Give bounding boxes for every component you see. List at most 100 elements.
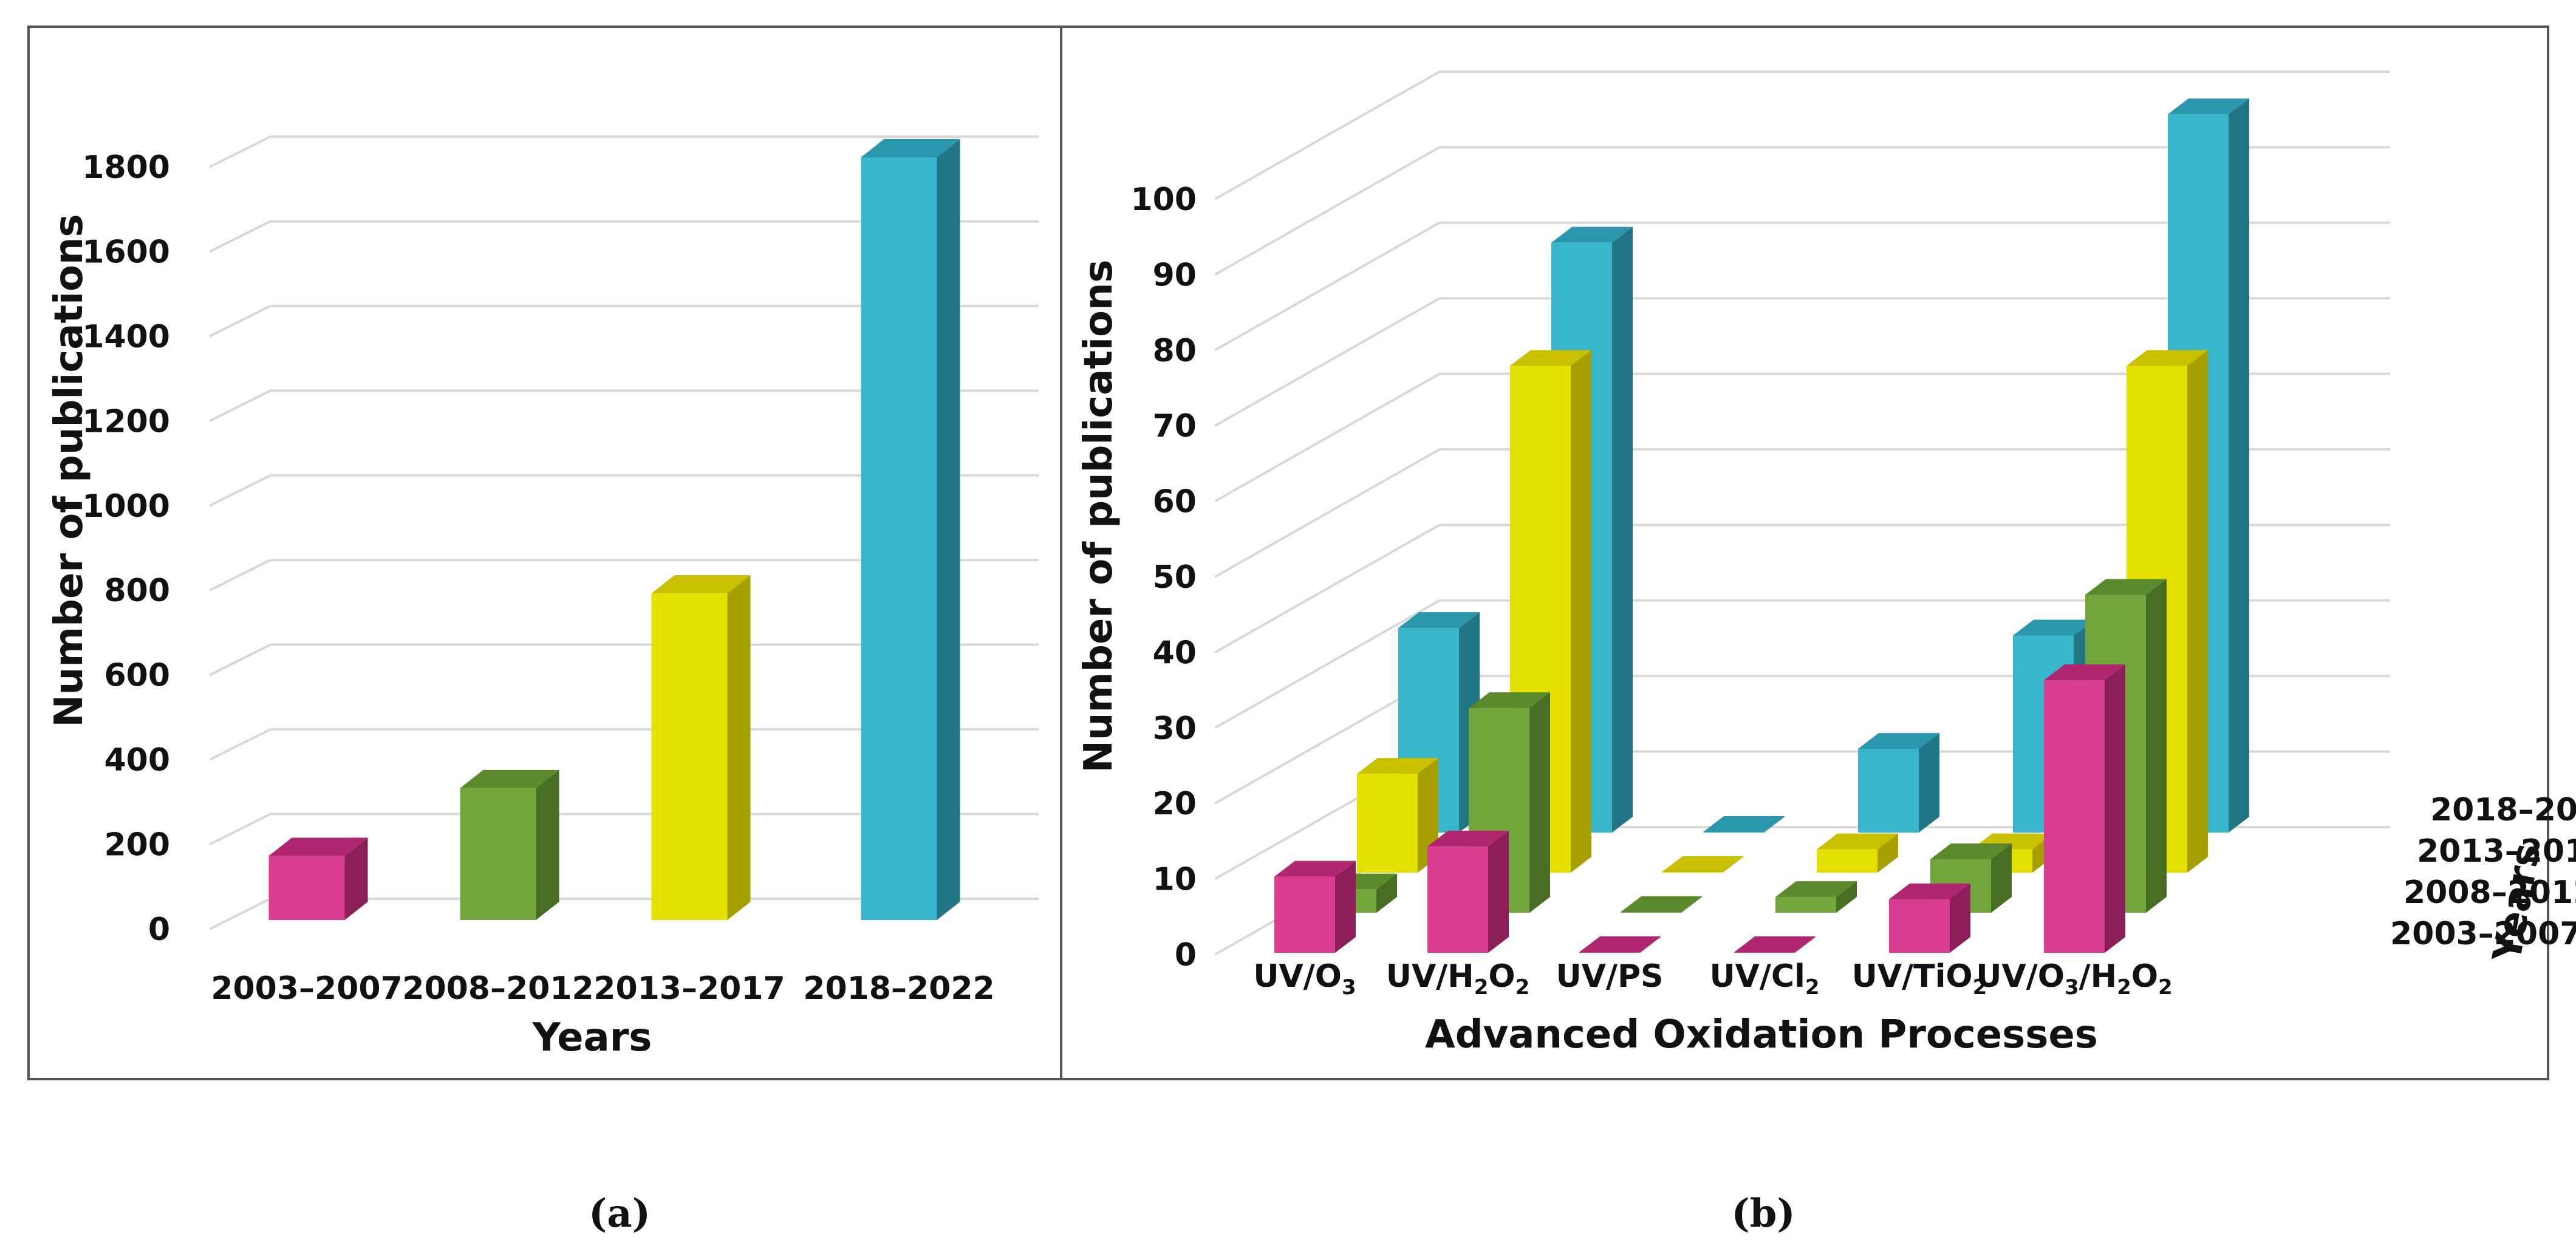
bar-2003-2007-2-side <box>1640 936 1661 953</box>
y-tick-label: 80 <box>1153 333 1197 369</box>
y-tick-label: 1600 <box>82 234 170 270</box>
grid-diag <box>209 305 271 338</box>
x-tick-label: UV/PS <box>1556 958 1663 995</box>
y-tick-label: 70 <box>1153 408 1197 445</box>
bar-2008-2012-1-top <box>1469 692 1550 709</box>
grid-diag <box>1214 222 1440 352</box>
grid-diag <box>1214 146 1440 276</box>
bar-2008-2012-4-top <box>1930 843 2012 859</box>
y-tick-label: 10 <box>1153 862 1197 898</box>
x-tick-label: UV/H2O2 <box>1386 958 1530 1000</box>
bar-2008-2012-1-side <box>1529 692 1550 913</box>
y-tick-label: 40 <box>1153 635 1197 671</box>
grid-diag <box>209 135 271 168</box>
bar-2003-2007-4-top <box>1889 883 1970 899</box>
bar-2018-2022-3-side <box>1919 733 1939 833</box>
grid-diag <box>1214 372 1440 503</box>
bar-2018-2022-2-side <box>1764 816 1785 833</box>
y-axis-label: Number of publications <box>1076 259 1121 772</box>
grid-diag <box>1214 297 1440 427</box>
bar-2013-2017-3-side <box>1877 833 1898 873</box>
grid-diag <box>209 643 271 676</box>
series-label: 2013–2017 <box>2417 833 2576 870</box>
bar-2018-2022 <box>861 157 937 920</box>
x-tick-label: 2008–2012 <box>402 970 593 1007</box>
bar-2003-2007 <box>268 856 345 920</box>
caption-b: (b) <box>1731 1191 1795 1236</box>
y-tick-label: 1000 <box>82 488 170 525</box>
bar-2013-2017-2-side <box>1723 856 1743 873</box>
x-axis-label: Advanced Oxidation Processes <box>1425 1012 2098 1057</box>
x-tick-label: UV/Cl2 <box>1709 958 1819 1000</box>
x-tick-label: 2018–2022 <box>803 970 994 1007</box>
bar-2018-2022-1-side <box>1612 227 1633 833</box>
bar-2013-2017-2-top <box>1662 856 1743 872</box>
y-tick-label: 1400 <box>82 319 170 355</box>
x-axis-label: Years <box>532 1015 652 1060</box>
series-label: 2008–2012 <box>2403 874 2576 911</box>
y-tick-label: 90 <box>1153 257 1197 293</box>
bar-2013-2017-1-side <box>1571 350 1591 873</box>
bar-2008-2012-3-side <box>1836 881 1857 913</box>
bar-2003-2007-3-side <box>1795 936 1816 953</box>
y-tick-label: 200 <box>104 827 170 864</box>
x-tick-label: UV/O3 <box>1253 958 1356 1000</box>
bar-2008-2012-2 <box>1621 912 1681 913</box>
series-label: 2003–2007 <box>2390 916 2576 952</box>
caption-a: (a) <box>589 1191 651 1236</box>
bar-2003-2007-3-top <box>1734 936 1816 952</box>
bar-2003-2007-4 <box>1889 899 1950 953</box>
bar-2018-2022-3 <box>1858 749 1919 833</box>
bar-2003-2007-2 <box>1579 952 1640 953</box>
bar-2018-2022-0-top <box>1398 612 1480 629</box>
bar-2018-2022-5-top <box>2168 98 2249 115</box>
y-axis-label: Number of publications <box>47 214 92 727</box>
y-tick-label: 400 <box>104 742 170 779</box>
y-tick-label: 50 <box>1153 559 1197 596</box>
bar-2013-2017-top <box>651 575 751 594</box>
bar-2018-2022-3-top <box>1858 733 1939 749</box>
bar-2003-2007-3 <box>1734 952 1795 953</box>
bar-2008-2012-side <box>536 769 559 920</box>
series-label: 2018–2022 <box>2430 792 2576 828</box>
bar-2008-2012-5-side <box>2146 579 2167 913</box>
bar-2003-2007-top <box>268 837 368 856</box>
bar-2018-2022-1-top <box>1551 227 1633 243</box>
bar-2018-2022-side <box>937 139 960 920</box>
grid-diag <box>1214 599 1440 729</box>
bar-2008-2012-5-top <box>2085 579 2167 595</box>
bar-2013-2017-side <box>727 575 751 920</box>
bar-2003-2007-4-side <box>1950 883 1970 953</box>
y-tick-label: 30 <box>1153 710 1197 747</box>
bar-2008-2012-2-side <box>1681 896 1702 913</box>
bar-2003-2007-0-top <box>1274 860 1356 877</box>
grid-diag <box>1214 448 1440 578</box>
bar-2013-2017-0 <box>1357 774 1418 873</box>
x-tick-label: UV/O3/H2O2 <box>1976 958 2172 1000</box>
bar-2008-2012 <box>460 788 536 920</box>
bar-2008-2012-3 <box>1775 897 1836 913</box>
bar-2018-2022-2-top <box>1703 816 1785 832</box>
bar-2003-2007-0 <box>1274 876 1335 953</box>
bar-2003-2007-0-side <box>1335 860 1356 953</box>
y-tick-label: 800 <box>104 573 170 609</box>
panel-a-chart: 0 200 400 600 800 1000 1200 1400 1600 1800 2003–20… <box>47 135 1039 1060</box>
grid-diag <box>209 813 271 846</box>
y-tick-label: 100 <box>1130 182 1197 218</box>
y-tick-label: 600 <box>104 658 170 694</box>
panel-b-chart: 0 10 20 30 40 50 60 70 80 90 100 Number of publicat… <box>1076 70 2576 1057</box>
bar-2003-2007-5-side <box>2105 664 2125 953</box>
bar-2013-2017-2 <box>1662 872 1723 873</box>
grid-diag <box>209 220 271 253</box>
bar-2018-2022-2 <box>1703 832 1764 833</box>
bar-2013-2017-3 <box>1817 849 1877 873</box>
bar-2008-2012-3-top <box>1775 881 1857 898</box>
bar-2003-2007-5 <box>2044 680 2105 953</box>
x-tick-label: 2003–2007 <box>211 970 402 1007</box>
x-tick-label: UV/TiO2 <box>1852 958 1987 1000</box>
bar-2003-2007-5-top <box>2044 664 2125 681</box>
panel-b-frame <box>1060 26 2549 1080</box>
grid-diag <box>209 559 271 592</box>
bar-2013-2017-1-top <box>1510 350 1591 366</box>
grid-diag <box>1214 70 1440 200</box>
